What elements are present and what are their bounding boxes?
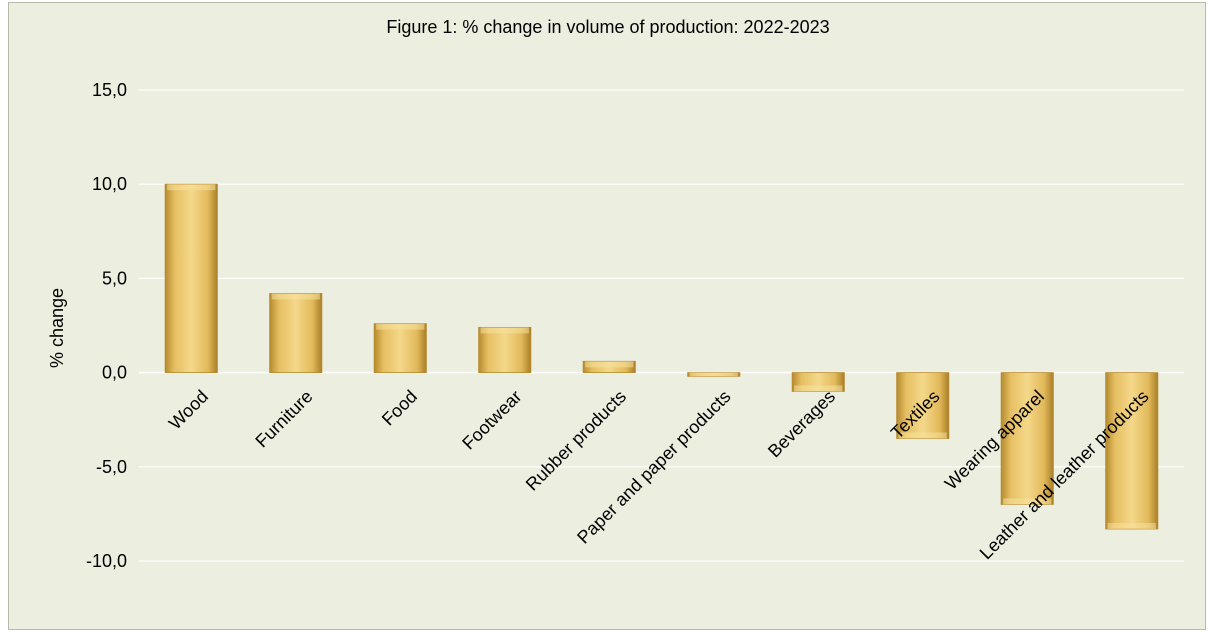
category-label: Wood xyxy=(165,386,212,433)
bar-highlight xyxy=(689,372,738,377)
y-tick-label: 15,0 xyxy=(92,80,127,100)
bar xyxy=(373,323,427,373)
category-label: Rubber products xyxy=(522,386,630,494)
y-tick-label: 5,0 xyxy=(102,268,127,288)
y-tick-label: 10,0 xyxy=(92,174,127,194)
y-tick-label: -5,0 xyxy=(96,457,127,477)
bar-highlight xyxy=(480,327,529,334)
bar-highlight xyxy=(1003,498,1052,505)
bar xyxy=(1105,372,1159,530)
bar xyxy=(896,372,950,439)
chart-area: Figure 1: % change in volume of producti… xyxy=(8,2,1206,630)
bar-highlight xyxy=(794,385,843,392)
bar-highlight xyxy=(167,184,216,191)
bar-highlight xyxy=(585,361,634,368)
bar xyxy=(791,372,845,392)
bar-rect xyxy=(164,183,218,373)
y-tick-label: 0,0 xyxy=(102,363,127,383)
bar xyxy=(1000,372,1054,505)
bar-highlight xyxy=(898,432,947,439)
category-label: Furniture xyxy=(252,386,317,451)
y-axis-title: % change xyxy=(47,288,67,368)
bar-chart: Figure 1: % change in volume of producti… xyxy=(47,17,1184,571)
bar-highlight xyxy=(271,293,320,300)
bar-rect xyxy=(1105,372,1159,530)
y-axis-ticks: 15,0 10,0 5,0 0,0 -5,0 -10,0 xyxy=(86,80,127,571)
category-label: Food xyxy=(378,386,421,429)
bar xyxy=(582,360,636,373)
bar xyxy=(269,293,323,373)
bar-rect xyxy=(896,372,950,439)
bar xyxy=(687,372,741,377)
bar-rect xyxy=(1000,372,1054,505)
bars xyxy=(164,183,1159,530)
bar-highlight xyxy=(1107,522,1156,529)
chart-title: Figure 1: % change in volume of producti… xyxy=(386,17,829,37)
bar-rect xyxy=(373,323,427,373)
y-tick-label: -10,0 xyxy=(86,551,127,571)
bar xyxy=(478,326,532,374)
category-label: Beverages xyxy=(764,386,839,461)
bar-rect xyxy=(478,326,532,374)
bar-rect xyxy=(269,293,323,373)
category-label: Footwear xyxy=(458,386,525,453)
bar xyxy=(164,183,218,373)
bar-highlight xyxy=(376,323,425,330)
